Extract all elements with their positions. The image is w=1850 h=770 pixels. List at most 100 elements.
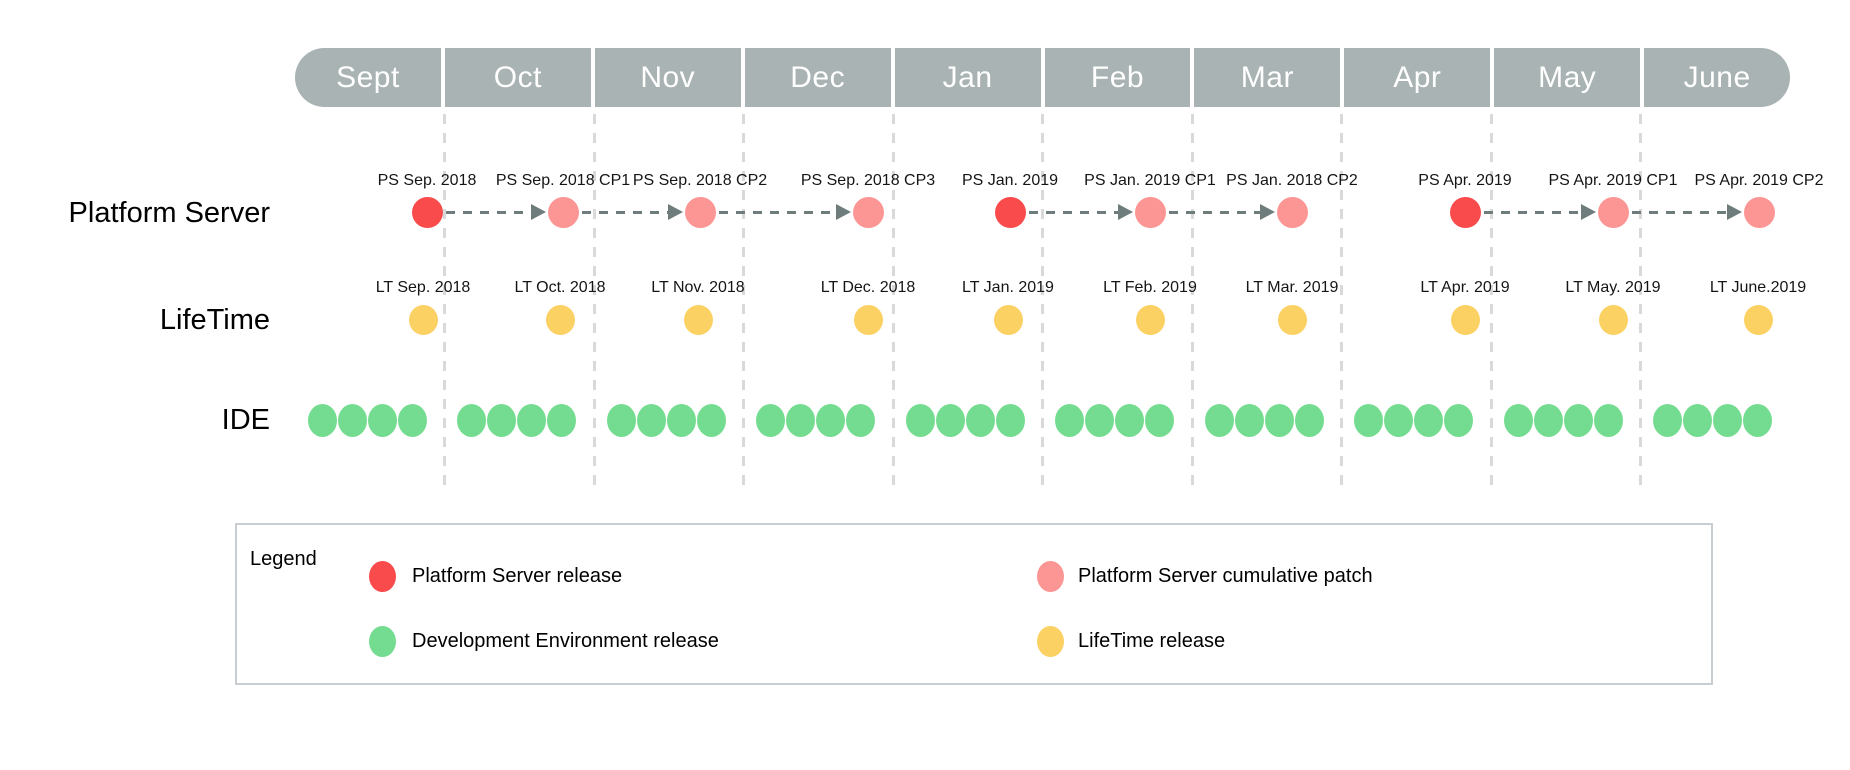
patch-arrow-line: [1029, 210, 1118, 214]
row-label-platform-server: Platform Server: [68, 197, 270, 229]
month-cell-mar: Mar: [1194, 48, 1345, 107]
ide-release-dot: [397, 403, 427, 437]
cumulative-patch-dot: [547, 196, 579, 228]
month-cell-sept: Sept: [295, 48, 445, 107]
month-label: Nov: [640, 60, 696, 94]
patch-arrow-head: [1260, 204, 1275, 220]
month-boundary-line: [1041, 114, 1044, 488]
month-boundary-line: [1340, 114, 1343, 488]
ide-release-dot: [1653, 403, 1682, 437]
legend-patch-pink-dot: [1036, 560, 1064, 592]
row-label-lifetime: LifeTime: [159, 304, 270, 336]
ide-release-dot: [1354, 403, 1383, 437]
ps-event-label: PS Sep. 2018: [377, 172, 477, 189]
ide-release-dot: [1563, 403, 1593, 437]
month-label: Feb: [1090, 60, 1145, 94]
cumulative-patch-dot: [852, 196, 884, 228]
month-cell-nov: Nov: [595, 48, 745, 107]
ide-release-dot: [547, 403, 576, 437]
ide-release-dot: [1503, 403, 1533, 437]
ide-release-dot: [1384, 403, 1413, 437]
month-label: Jan: [942, 60, 993, 94]
ide-release-dot: [786, 403, 815, 437]
month-cell-feb: Feb: [1045, 48, 1195, 107]
month-label: Oct: [493, 60, 542, 94]
lifetime-release-dot: [993, 305, 1023, 335]
legend-release-red-dot: [368, 560, 396, 592]
month-cell-apr: Apr: [1344, 48, 1495, 107]
ide-release-dot: [696, 403, 726, 437]
lt-event-label: LT Dec. 2018: [820, 279, 916, 296]
month-boundary-line: [1489, 114, 1493, 488]
ide-release-dot: [935, 403, 965, 437]
legend: [235, 523, 1713, 685]
lifetime-release-dot: [545, 305, 575, 335]
month-boundary-line: [592, 114, 596, 488]
month-cell-jan: Jan: [895, 48, 1045, 107]
month-boundary-line: [443, 114, 446, 488]
patch-arrow-line: [719, 210, 836, 214]
ide-release-dot: [995, 403, 1025, 437]
ide-release-dot: [307, 403, 337, 437]
ps-event-label: PS Jan. 2018 CP2: [1226, 172, 1358, 189]
month-label: Sept: [336, 60, 400, 94]
ps-event-label: PS Apr. 2019 CP1: [1548, 172, 1678, 189]
ide-release-dot: [846, 403, 875, 437]
platform-server-release-dot: [994, 196, 1026, 228]
ide-release-dot: [965, 403, 995, 437]
ide-release-dot: [816, 403, 845, 437]
ps-event-label: PS Jan. 2019 CP1: [1084, 172, 1216, 189]
cumulative-patch-dot: [1276, 196, 1308, 228]
ide-release-dot: [1055, 403, 1084, 437]
lt-event-label: LT Nov. 2018: [651, 279, 745, 296]
ps-event-label: PS Sep. 2018 CP2: [632, 172, 768, 189]
month-label: May: [1538, 60, 1597, 94]
cumulative-patch-dot: [1134, 196, 1166, 228]
ide-release-dot: [636, 403, 666, 437]
ide-release-dot: [905, 403, 935, 437]
legend-ide-green-dot: [368, 625, 396, 657]
patch-arrow-head: [531, 204, 546, 220]
month-cell-june: June: [1644, 48, 1790, 107]
ide-release-dot: [606, 403, 636, 437]
ide-release-dot: [337, 403, 367, 437]
ide-release-dot: [1234, 403, 1264, 437]
patch-arrow-line: [1632, 210, 1727, 214]
legend-lifetime-yellow-dot: [1036, 625, 1064, 657]
month-boundary-line: [742, 114, 745, 488]
patch-arrow-head: [836, 204, 851, 220]
legend-item-label: LifeTime release: [1078, 630, 1226, 652]
month-boundary-line: [891, 114, 895, 488]
patch-arrow-line: [1169, 210, 1260, 214]
month-label: Apr: [1393, 60, 1442, 94]
month-cell-oct: Oct: [445, 48, 595, 107]
lt-event-label: LT Feb. 2019: [1103, 279, 1197, 296]
ide-release-dot: [1683, 403, 1712, 437]
lifetime-release-dot: [408, 305, 438, 335]
ide-release-dot: [1115, 403, 1144, 437]
platform-server-release-dot: [1449, 196, 1481, 228]
lifetime-release-dot: [1743, 305, 1773, 335]
ide-release-dot: [487, 403, 516, 437]
patch-arrow-head: [1727, 204, 1742, 220]
lt-event-label: LT Mar. 2019: [1245, 279, 1339, 296]
ps-event-label: PS Apr. 2019 CP2: [1694, 172, 1824, 189]
legend-item-label: Platform Server release: [412, 565, 623, 587]
ide-release-dot: [1204, 403, 1234, 437]
patch-arrow-line: [582, 210, 668, 214]
ide-release-dot: [517, 403, 546, 437]
lifetime-release-dot: [1598, 305, 1628, 335]
month-header-bar: Sept Oct Nov Dec Jan Feb Mar Apr May June: [295, 48, 1790, 107]
lifetime-release-dot: [683, 305, 713, 335]
ps-event-label: PS Sep. 2018 CP1: [495, 172, 631, 189]
ide-release-dot: [1533, 403, 1563, 437]
ps-event-label: PS Jan. 2019: [961, 172, 1059, 189]
ide-release-dot: [1264, 403, 1294, 437]
lifetime-release-dot: [1135, 305, 1165, 335]
cumulative-patch-dot: [1597, 196, 1629, 228]
lifetime-release-dot: [853, 305, 883, 335]
ide-release-dot: [1294, 403, 1324, 437]
patch-arrow-line: [1484, 210, 1581, 214]
ide-release-dot: [1145, 403, 1174, 437]
ps-event-label: PS Apr. 2019: [1418, 172, 1512, 189]
